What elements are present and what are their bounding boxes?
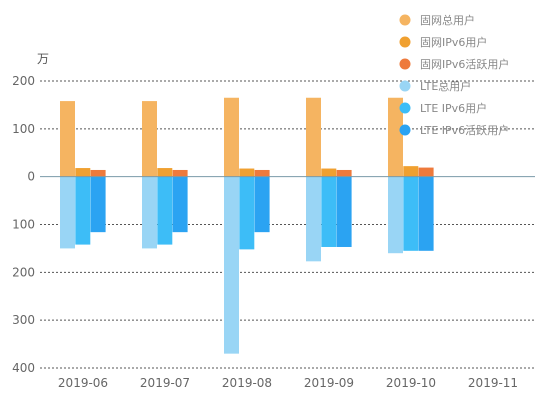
- bar-ipv6-2019-07: [172, 169, 188, 177]
- bar-lte-ipv6-2019-10: [403, 176, 419, 251]
- bar-lte-2019-10: [388, 176, 403, 254]
- legend-label: 固网总用户: [420, 13, 475, 27]
- bar-s-2019-06: [60, 101, 75, 177]
- y-axis-tick-labels: 200 100 0 100 200 300 400: [12, 74, 35, 375]
- bar-lte-ipv6-2019-07: [172, 176, 188, 233]
- legend-item-lte-ipv6[interactable]: LTE IPv6活跃用户: [399, 123, 510, 137]
- bar-lte-ipv6-2019-07: [157, 176, 173, 245]
- bar-s-2019-09: [306, 97, 321, 177]
- legend-swatch: [399, 36, 411, 48]
- legend-label: LTE IPv6活跃用户: [420, 123, 509, 137]
- bar-ipv6-2019-10: [403, 166, 419, 177]
- bar-lte-ipv6-2019-10: [418, 176, 434, 251]
- bar-ipv6-2019-10: [418, 167, 434, 177]
- legend-item-ipv6[interactable]: 固网IPv6用户: [399, 35, 488, 49]
- bar-ipv6-2019-07: [157, 168, 173, 177]
- gridlines: [40, 80, 535, 369]
- legend-swatch: [399, 124, 411, 136]
- x-tick-label: 2019-11: [468, 376, 518, 390]
- legend-label: 固网IPv6活跃用户: [420, 57, 509, 71]
- legend-swatch: [399, 58, 411, 70]
- bars: [60, 97, 434, 354]
- bar-ipv6-2019-09: [321, 168, 337, 177]
- y-tick-label: 0: [27, 170, 35, 184]
- y-tick-label: 200: [12, 74, 35, 88]
- legend-swatch: [399, 102, 411, 114]
- legend-swatch: [399, 14, 411, 26]
- y-tick-label: 100: [12, 122, 35, 136]
- bar-lte-ipv6-2019-06: [90, 176, 106, 233]
- x-tick-label: 2019-07: [140, 376, 190, 390]
- y-tick-label: 200: [12, 265, 35, 279]
- x-tick-label: 2019-06: [58, 376, 108, 390]
- bar-lte-2019-09: [306, 176, 321, 262]
- x-tick-label: 2019-10: [386, 376, 436, 390]
- bar-lte-ipv6-2019-06: [75, 176, 91, 245]
- bar-lte-ipv6-2019-09: [321, 176, 337, 247]
- legend-label: LTE总用户: [420, 79, 471, 93]
- y-tick-label: 400: [12, 361, 35, 375]
- bar-ipv6-2019-09: [336, 169, 352, 177]
- bar-ipv6-2019-06: [90, 169, 106, 177]
- y-tick-label: 100: [12, 218, 35, 232]
- bar-lte-2019-08: [224, 176, 239, 354]
- legend-label: 固网IPv6用户: [420, 35, 487, 49]
- y-axis-unit-label: 万: [37, 52, 49, 66]
- bar-s-2019-08: [224, 97, 239, 177]
- legend-label: LTE IPv6用户: [420, 101, 487, 115]
- legend-swatch: [399, 80, 411, 92]
- bar-ipv6-2019-06: [75, 168, 91, 177]
- legend-item-lte-ipv6[interactable]: LTE IPv6用户: [399, 101, 488, 115]
- bar-ipv6-2019-08: [254, 169, 270, 177]
- bar-lte-ipv6-2019-09: [336, 176, 352, 247]
- x-tick-label: 2019-09: [304, 376, 354, 390]
- bar-lte-2019-06: [60, 176, 75, 249]
- x-axis-tick-labels: 2019-06 2019-07 2019-08 2019-09 2019-10 2019-…: [58, 376, 518, 390]
- legend-item-ipv6[interactable]: 固网IPv6活跃用户: [399, 57, 510, 71]
- bar-lte-ipv6-2019-08: [254, 176, 270, 233]
- bar-s-2019-10: [388, 97, 403, 177]
- x-tick-label: 2019-08: [222, 376, 272, 390]
- bar-s-2019-07: [142, 101, 157, 177]
- legend-item-lte[interactable]: LTE总用户: [399, 79, 472, 93]
- bar-ipv6-2019-08: [239, 168, 255, 177]
- bar-lte-2019-07: [142, 176, 157, 249]
- y-tick-label: 300: [12, 313, 35, 327]
- bar-lte-ipv6-2019-08: [239, 176, 255, 250]
- legend-item-s[interactable]: 固网总用户: [399, 13, 476, 27]
